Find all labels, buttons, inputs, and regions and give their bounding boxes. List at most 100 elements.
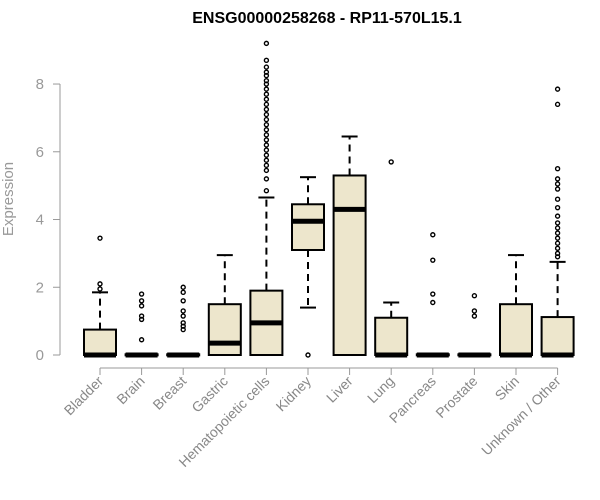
- outlier-point: [554, 101, 561, 108]
- outlier-point: [263, 147, 270, 153]
- outlier-point: [263, 157, 270, 163]
- y-tick-label: 8: [36, 76, 44, 93]
- outlier-point: [138, 316, 145, 323]
- outlier-point: [554, 196, 561, 202]
- box-group: [207, 254, 242, 356]
- outlier-point: [263, 111, 270, 118]
- outlier-point: [554, 254, 561, 260]
- x-tick-label: Brain: [113, 373, 147, 407]
- outlier-point: [97, 286, 103, 292]
- box-group: [499, 254, 533, 358]
- box-iqr: [499, 303, 533, 356]
- x-tick-label: Prostate: [432, 373, 480, 421]
- outlier-point: [430, 232, 436, 238]
- outlier-point: [554, 186, 561, 192]
- box-group: [83, 235, 117, 358]
- outlier-point: [263, 167, 270, 174]
- outlier-point: [263, 101, 270, 108]
- outlier-point: [263, 142, 270, 148]
- outlier-point: [554, 245, 561, 252]
- box-group: [249, 40, 284, 357]
- boxes-layer: [83, 40, 575, 358]
- outlier-point: [263, 176, 270, 182]
- x-tick-label: Bladder: [61, 373, 107, 419]
- outlier-point: [180, 313, 186, 319]
- y-tick-label: 6: [36, 144, 44, 161]
- box-iqr: [83, 328, 117, 356]
- y-axis: 0 2 4 6 8: [36, 76, 61, 364]
- outlier-point: [263, 91, 270, 97]
- outlier-point: [180, 308, 186, 314]
- outlier-point: [554, 181, 561, 187]
- outlier-point: [471, 313, 478, 319]
- box-group: [332, 135, 367, 356]
- box-iqr: [332, 174, 367, 356]
- outlier-point: [554, 176, 561, 182]
- outlier-point: [180, 289, 186, 296]
- box-group: [291, 176, 325, 358]
- box-group: [374, 159, 409, 358]
- outlier-point: [554, 235, 561, 241]
- x-tick-label: Skin: [492, 373, 523, 404]
- outlier-point: [430, 257, 436, 263]
- outlier-point: [430, 299, 436, 306]
- box-iqr: [207, 303, 242, 356]
- y-tick-label: 4: [36, 212, 44, 229]
- outlier-point: [97, 281, 103, 287]
- outlier-point: [263, 162, 270, 169]
- outlier-point: [263, 57, 270, 64]
- outlier-point: [554, 213, 561, 219]
- outlier-point: [138, 298, 145, 304]
- outlier-point: [554, 230, 561, 236]
- box-iqr: [540, 316, 575, 356]
- outlier-point: [138, 291, 145, 297]
- outlier-point: [554, 86, 561, 92]
- outlier-point: [180, 298, 186, 304]
- outlier-point: [263, 188, 270, 194]
- outlier-point: [263, 86, 270, 92]
- y-tick-label: 0: [36, 347, 44, 364]
- x-tick-label: Lung: [364, 373, 397, 406]
- box-group: [457, 293, 492, 358]
- box-iqr: [374, 316, 409, 357]
- x-tick-label: Breast: [149, 373, 189, 413]
- outlier-point: [97, 235, 103, 241]
- outlier-point: [180, 284, 186, 290]
- box-group: [124, 291, 159, 358]
- box-group: [540, 86, 575, 358]
- outlier-point: [263, 116, 270, 123]
- box-iqr: [291, 203, 325, 252]
- outlier-point: [554, 220, 561, 226]
- y-tick-label: 2: [36, 279, 44, 296]
- box-group: [415, 232, 450, 358]
- box-group: [166, 284, 201, 358]
- outlier-point: [263, 40, 270, 47]
- outlier-point: [263, 81, 270, 87]
- outlier-point: [263, 127, 270, 133]
- outlier-point: [263, 132, 270, 138]
- x-tick-label: Liver: [323, 373, 356, 406]
- outlier-point: [471, 293, 478, 299]
- outlier-point: [263, 96, 270, 102]
- outlier-point: [430, 291, 436, 297]
- outlier-point: [263, 64, 270, 70]
- outlier-point: [180, 326, 186, 333]
- outlier-point: [554, 166, 561, 172]
- outlier-point: [263, 121, 270, 128]
- x-tick-label: Kidney: [273, 373, 315, 415]
- outlier-point: [554, 240, 561, 246]
- y-axis-label: Expression: [0, 162, 17, 236]
- outlier-point: [263, 106, 270, 113]
- outlier-point: [263, 137, 270, 143]
- outlier-point: [138, 303, 145, 309]
- x-tick-label: Unknown / Other: [478, 373, 564, 459]
- outlier-point: [138, 337, 145, 343]
- chart-title: ENSG00000258268 - RP11-570L15.1: [192, 10, 462, 27]
- outlier-point: [554, 225, 561, 231]
- outlier-point: [263, 72, 270, 79]
- outlier-point: [305, 352, 311, 358]
- outlier-point: [388, 159, 394, 165]
- outlier-point: [554, 204, 561, 211]
